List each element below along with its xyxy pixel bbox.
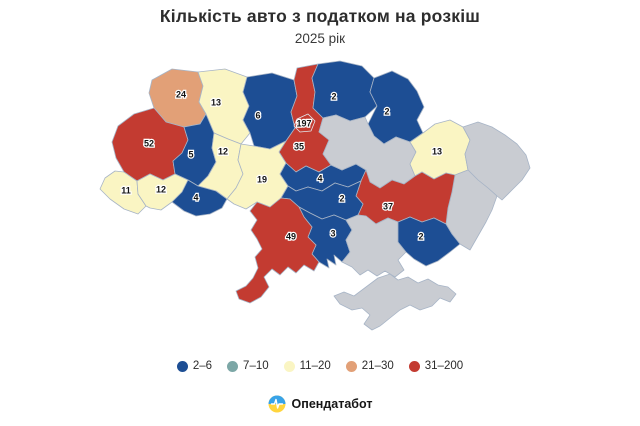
legend-item-2-6: 2–6	[176, 360, 213, 372]
region-kherson[interactable]	[341, 214, 407, 278]
legend-color-dot	[345, 360, 357, 372]
region-value-zaporizhzhia: 2	[418, 231, 423, 241]
region-value-mykolaiv: 3	[330, 228, 335, 238]
region-value-zhytomyr: 6	[255, 110, 260, 120]
brand-footer: Опендатабот	[0, 395, 640, 413]
legend-item-7-10: 7–10	[227, 360, 269, 372]
legend-item-21-30: 21–30	[345, 360, 394, 372]
region-value-odesa: 49	[286, 231, 296, 241]
region-value-ivano-frankivsk: 12	[156, 184, 166, 194]
legend-item-11-20: 11–20	[283, 360, 331, 372]
legend-color-dot	[227, 360, 239, 372]
legend-color-dot	[408, 360, 420, 372]
region-odesa[interactable]	[235, 197, 320, 304]
region-zaporizhzhia[interactable]	[397, 216, 461, 267]
legend-label: 7–10	[243, 360, 269, 372]
legend-label: 31–200	[424, 360, 464, 372]
region-value-rivne: 13	[211, 97, 221, 107]
legend-color-dot	[283, 360, 295, 372]
region-value-cherkasy: 4	[317, 173, 322, 183]
brand-name: Опендатабот	[291, 397, 373, 411]
chart-subtitle: 2025 рік	[294, 31, 346, 46]
legend-item-31-200: 31–200	[408, 360, 464, 372]
region-value-sumy: 2	[384, 106, 389, 116]
chart-title: Кількість авто з податком на розкіш	[159, 6, 481, 26]
region-value-kyiv: 35	[294, 141, 304, 151]
region-crimea[interactable]	[333, 273, 457, 331]
region-value-chernihiv: 2	[331, 91, 336, 101]
region-sumy[interactable]	[367, 70, 425, 145]
region-value-lviv: 52	[144, 138, 154, 148]
legend-label: 11–20	[299, 360, 331, 372]
region-value-chernivtsi: 4	[193, 192, 198, 202]
region-value-zakarpattia: 11	[121, 185, 131, 195]
legend-label: 2–6	[192, 360, 213, 372]
region-value-vinnytsia: 19	[257, 174, 267, 184]
region-luhansk[interactable]	[462, 121, 531, 201]
region-value-dnipropetrovsk: 37	[383, 201, 393, 211]
region-chernihiv[interactable]	[311, 60, 378, 122]
legend-color-dot	[176, 360, 188, 372]
legend-label: 21–30	[361, 360, 394, 372]
region-value-kharkiv: 13	[432, 146, 442, 156]
region-chernivtsi[interactable]	[171, 179, 228, 217]
region-value-kirovohrad: 2	[339, 193, 344, 203]
region-value-khmelnytskyi: 12	[218, 146, 228, 156]
map-legend: 2–6 7–10 11–20 21–30 31–200	[0, 360, 640, 372]
opendatabot-logo-icon	[268, 395, 286, 413]
region-value-volyn: 24	[176, 89, 186, 99]
region-value-ternopil: 5	[188, 149, 193, 159]
region-kyiv-city[interactable]	[293, 113, 316, 133]
region-value-kyiv-city: 197	[296, 118, 311, 128]
